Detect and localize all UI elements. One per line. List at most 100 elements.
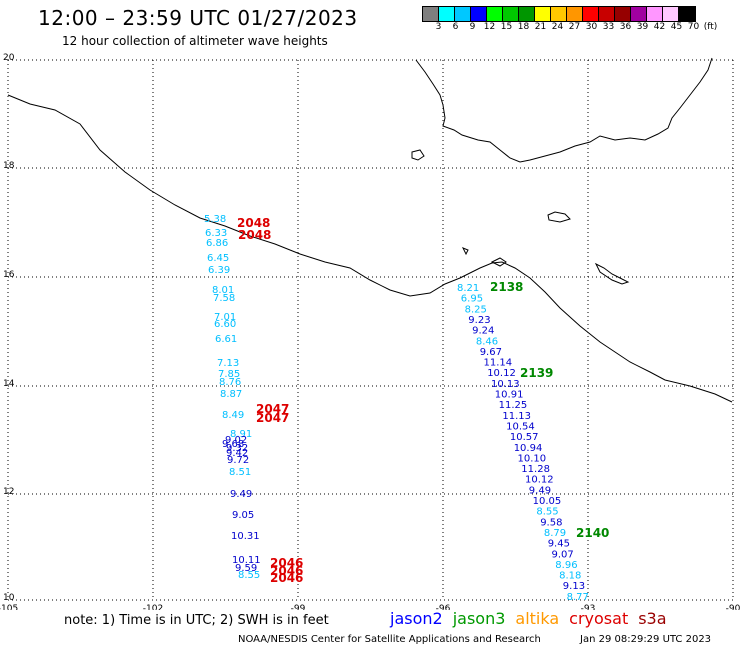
satellite-legend-entry: jason2 bbox=[390, 609, 443, 628]
wave-height-value: 7.13 bbox=[217, 358, 239, 369]
wave-height-value: 8.79 bbox=[544, 528, 566, 539]
island-1 bbox=[547, 211, 571, 223]
wave-height-value: 8.18 bbox=[559, 571, 581, 582]
scale-label: 9 bbox=[469, 22, 476, 32]
satellite-legend-entry: jason3 bbox=[452, 609, 506, 628]
wave-height-value: 9.58 bbox=[540, 517, 562, 528]
scale-label: 45 bbox=[670, 22, 683, 32]
wave-height-value: 6.33 bbox=[205, 228, 227, 239]
lat-tick-label: 12 bbox=[3, 487, 14, 497]
wave-height-value: 9.13 bbox=[563, 581, 585, 592]
wave-height-value: 11.25 bbox=[499, 400, 528, 411]
lon-tick-label: -96 bbox=[436, 604, 451, 610]
wave-height-value: 6.61 bbox=[215, 334, 237, 345]
scale-label: 15 bbox=[500, 22, 513, 32]
island-4 bbox=[490, 257, 507, 267]
wave-height-value: 9.07 bbox=[552, 549, 574, 560]
wave-height-value: 8.51 bbox=[229, 467, 251, 478]
pass-number-label: 2138 bbox=[490, 280, 523, 294]
generated-timestamp: Jan 29 08:29:29 UTC 2023 bbox=[580, 634, 712, 645]
scale-swatch bbox=[551, 7, 567, 21]
scale-swatch bbox=[455, 7, 471, 21]
island-3 bbox=[411, 149, 425, 161]
wave-height-value: 10.91 bbox=[495, 390, 524, 401]
island-5 bbox=[461, 247, 469, 256]
lat-tick-label: 14 bbox=[3, 379, 15, 389]
pass-number-label: 2140 bbox=[576, 526, 609, 540]
scale-label: 36 bbox=[619, 22, 632, 32]
wave-height-value: 9.45 bbox=[548, 539, 570, 550]
wave-height-value: 10.11 bbox=[232, 555, 261, 566]
wave-height-value: 10.05 bbox=[533, 496, 562, 507]
scale-swatch bbox=[599, 7, 615, 21]
lon-tick-label: -102 bbox=[143, 604, 163, 610]
wave-height-value: 8.01 bbox=[212, 285, 234, 296]
wave-height-value: 7.58 bbox=[213, 293, 235, 304]
scale-label: 18 bbox=[517, 22, 530, 32]
satellite-legend-entry: s3a bbox=[638, 609, 667, 628]
wave-height-value: 10.13 bbox=[491, 379, 520, 390]
wave-height-value: 6.95 bbox=[461, 294, 483, 305]
pass-number-label: 2046 bbox=[270, 556, 303, 570]
wave-height-value: 8.46 bbox=[476, 336, 498, 347]
satellite-legend-entry: altika bbox=[515, 609, 560, 628]
wave-height-value: 10.12 bbox=[487, 368, 516, 379]
lat-lon-grid bbox=[7, 59, 734, 601]
satellite-legend-entry: cryosat bbox=[569, 609, 629, 628]
island-2 bbox=[594, 262, 630, 285]
scale-swatch bbox=[663, 7, 679, 21]
wave-height-value: 9.72 bbox=[227, 455, 249, 466]
scale-label: 21 bbox=[534, 22, 547, 32]
wave-height-value: 6.39 bbox=[208, 265, 230, 276]
pass-number-label: 2046 bbox=[270, 564, 303, 578]
wave-height-value: 10.54 bbox=[506, 422, 535, 433]
pass-number-label: 2047 bbox=[256, 402, 289, 416]
wave-height-value: 8.76 bbox=[219, 377, 241, 388]
scale-label: 39 bbox=[636, 22, 649, 32]
scale-swatch bbox=[615, 7, 631, 21]
scale-swatch bbox=[503, 7, 519, 21]
mexico-pacific-coastline bbox=[7, 94, 733, 403]
wave-height-value: 10.57 bbox=[510, 432, 539, 443]
pass-number-label: 2047 bbox=[256, 411, 289, 425]
wave-height-value: 11.14 bbox=[484, 358, 513, 369]
scale-label: 27 bbox=[568, 22, 581, 32]
coastline bbox=[7, 57, 733, 403]
map-title: 12:00 – 23:59 UTC 01/27/2023 bbox=[38, 6, 358, 30]
scale-swatch bbox=[535, 7, 551, 21]
pass-number-label: 2139 bbox=[520, 366, 553, 380]
longitude-labels: -105 -102 -99 -96 -93 -90 bbox=[0, 604, 740, 610]
track-right: 8.216.958.259.239.248.469.6711.1410.1210… bbox=[457, 283, 589, 603]
latitude-labels: 20 18 16 14 12 10 bbox=[3, 53, 15, 603]
scale-swatch bbox=[647, 7, 663, 21]
pass-number-label: 2048 bbox=[238, 228, 271, 242]
wave-height-value: 11.28 bbox=[521, 464, 550, 475]
wave-height-value: 7.85 bbox=[218, 369, 240, 380]
scale-swatch bbox=[519, 7, 535, 21]
wave-height-value: 9.67 bbox=[480, 347, 502, 358]
yucatan-gulf-coastline bbox=[415, 57, 713, 163]
wave-height-value: 6.45 bbox=[207, 253, 229, 264]
scale-swatch bbox=[583, 7, 599, 21]
scale-swatch bbox=[439, 7, 455, 21]
wave-height-value: 8.25 bbox=[465, 304, 487, 315]
lon-tick-label: -93 bbox=[581, 604, 596, 610]
wave-height-value: 9.49 bbox=[230, 489, 252, 500]
wave-height-value: 9.42 bbox=[226, 448, 248, 459]
pass-number-label: 2048 bbox=[237, 216, 270, 230]
scale-label: 12 bbox=[483, 22, 496, 32]
color-scale bbox=[422, 6, 696, 22]
wave-height-value: 8.55 bbox=[536, 507, 558, 518]
scale-swatch bbox=[423, 7, 439, 21]
wave-height-value: 7.01 bbox=[214, 312, 236, 323]
color-scale-labels: 3 6 9 12 15 18 21 24 27 30 33 36 39 42 45 70 (ft) bbox=[430, 22, 719, 32]
scale-label: (ft) bbox=[703, 22, 718, 32]
lat-tick-label: 16 bbox=[3, 270, 15, 280]
wave-height-value: 11.13 bbox=[502, 411, 531, 422]
lat-tick-label: 10 bbox=[3, 593, 15, 603]
scale-label: 70 bbox=[687, 22, 700, 32]
wave-height-value: 5.38 bbox=[204, 214, 226, 225]
scale-label: 42 bbox=[653, 22, 666, 32]
wave-height-value: 9.59 bbox=[235, 563, 257, 574]
wave-height-value: 8.91 bbox=[230, 429, 252, 440]
